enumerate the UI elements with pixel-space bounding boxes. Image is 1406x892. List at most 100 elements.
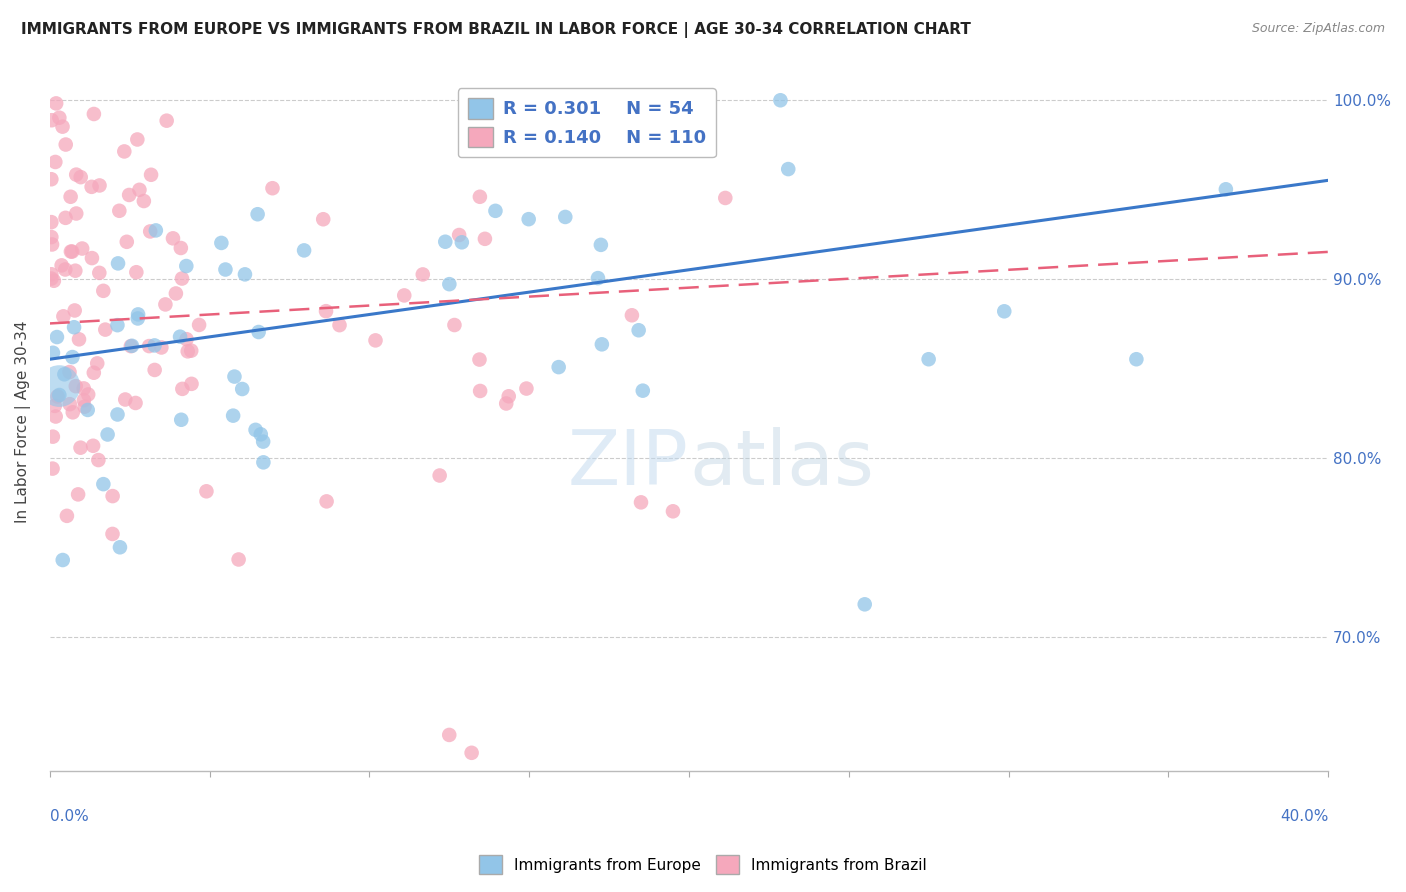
Point [1125, 352, 1147, 367]
Point [449, 227, 471, 242]
Point [252, 455, 274, 469]
Point [89, 178, 111, 193]
Text: 0.0%: 0.0% [49, 809, 89, 824]
Point [769, 93, 792, 107]
Point [138, 339, 160, 353]
Point [67, 332, 90, 346]
Point [292, 244, 315, 258]
Point [45, 96, 67, 111]
Point [434, 235, 457, 249]
Point [214, 262, 236, 277]
Point [62, 350, 84, 364]
Point [145, 223, 167, 237]
Point [127, 311, 149, 326]
Point [70, 242, 93, 256]
Point [45, 409, 67, 424]
Point [80, 251, 103, 265]
Point [97, 427, 120, 442]
Point [65, 206, 87, 220]
Point [73, 381, 96, 395]
Point [63, 320, 86, 334]
Point [195, 484, 218, 499]
Point [165, 286, 187, 301]
Point [315, 304, 337, 318]
Point [52, 553, 75, 567]
Point [41, 230, 63, 244]
Point [60, 244, 83, 259]
Point [591, 337, 613, 351]
Point [155, 297, 177, 311]
Point [101, 527, 124, 541]
Point [124, 396, 146, 410]
Point [586, 271, 609, 285]
Point [231, 382, 253, 396]
Point [180, 376, 202, 391]
Point [118, 188, 141, 202]
Point [46, 330, 69, 344]
Point [107, 408, 129, 422]
Point [169, 329, 191, 343]
Point [150, 341, 173, 355]
Point [127, 307, 149, 321]
Point [547, 360, 569, 375]
Point [87, 453, 110, 467]
Point [315, 494, 337, 508]
Point [108, 203, 131, 218]
Point [69, 441, 91, 455]
Point [224, 369, 246, 384]
Point [73, 393, 96, 408]
Point [41, 215, 63, 229]
Point [112, 145, 135, 159]
Point [249, 427, 271, 442]
Point [460, 746, 482, 760]
Point [170, 271, 193, 285]
Point [53, 262, 76, 277]
Point [114, 392, 136, 407]
Point [83, 366, 105, 380]
Point [429, 468, 451, 483]
Point [468, 190, 491, 204]
Point [56, 508, 79, 523]
Point [107, 256, 129, 270]
Point [41, 237, 63, 252]
Point [172, 382, 194, 396]
Point [101, 489, 124, 503]
Point [222, 409, 245, 423]
Point [42, 430, 65, 444]
Text: IMMIGRANTS FROM EUROPE VS IMMIGRANTS FROM BRAZIL IN LABOR FORCE | AGE 30-34 CORR: IMMIGRANTS FROM EUROPE VS IMMIGRANTS FRO… [21, 22, 972, 38]
Point [83, 107, 105, 121]
Point [128, 183, 150, 197]
Point [778, 162, 800, 177]
Point [188, 318, 211, 332]
Point [627, 323, 650, 337]
Point [62, 405, 84, 419]
Point [515, 382, 537, 396]
Point [1215, 182, 1237, 196]
Point [86, 356, 108, 370]
Point [246, 207, 269, 221]
Point [80, 179, 103, 194]
Point [917, 352, 939, 367]
Point [120, 339, 142, 353]
Point [59, 397, 82, 411]
Point [91, 284, 114, 298]
Point [484, 203, 506, 218]
Text: 40.0%: 40.0% [1279, 809, 1329, 824]
Point [247, 325, 270, 339]
Point [252, 434, 274, 449]
Point [853, 597, 876, 611]
Point [41, 113, 63, 128]
Point [364, 334, 387, 348]
Point [46, 389, 69, 403]
Point [51, 120, 73, 134]
Point [93, 477, 115, 491]
Point [156, 113, 179, 128]
Point [73, 400, 96, 414]
Point [115, 235, 138, 249]
Point [121, 339, 143, 353]
Point [228, 552, 250, 566]
Point [468, 352, 491, 367]
Text: ZIP: ZIP [568, 426, 689, 500]
Text: atlas: atlas [689, 426, 873, 500]
Point [589, 238, 612, 252]
